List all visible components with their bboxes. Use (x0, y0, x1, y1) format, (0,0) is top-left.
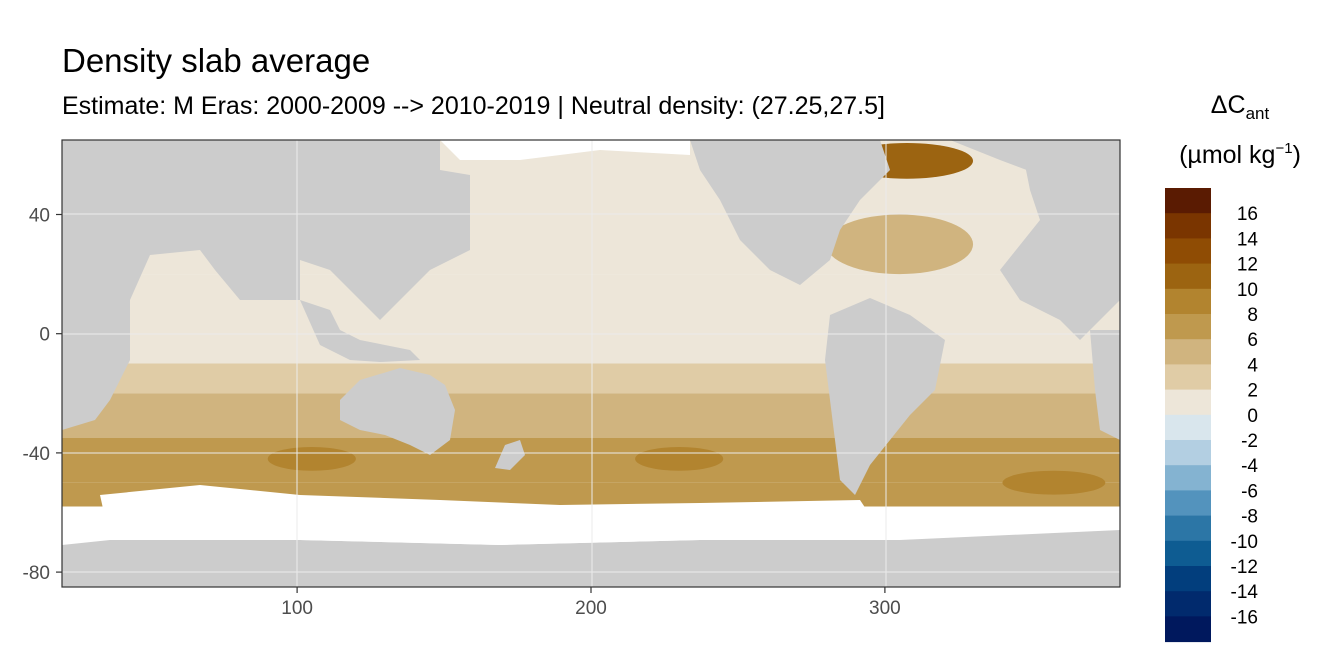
chart-title: Density slab average (62, 42, 371, 79)
x-axis: 100 200 300 (281, 587, 901, 619)
land-indonesia (300, 300, 420, 362)
legend-swatch (1165, 515, 1211, 542)
map-layers (62, 140, 1120, 587)
legend-swatch (1165, 364, 1211, 391)
x-tick-label: 200 (575, 598, 607, 619)
value-band-3 (62, 393, 1120, 438)
legend-label: 10 (1237, 280, 1258, 301)
y-tick-label: -80 (23, 563, 50, 584)
legend-label: 8 (1247, 305, 1258, 326)
legend-title-line-2: (µmol kg−1) (1179, 140, 1301, 169)
legend-swatch (1165, 188, 1211, 214)
land-north-america (690, 140, 890, 285)
legend-swatch (1165, 389, 1211, 416)
land-mask (62, 140, 1120, 587)
value-patch-4 (635, 446, 724, 471)
x-tick-label: 300 (869, 598, 901, 619)
legend-label: -8 (1241, 507, 1258, 528)
value-patch-5 (1002, 470, 1106, 495)
y-tick-label: -40 (23, 444, 50, 465)
no-data-areas (100, 140, 880, 545)
legend: ΔCant (µmol kg−1) 16 14 12 10 8 6 4 2 0 -2 -4 -6 -8 -… (1165, 91, 1301, 643)
legend-swatch (1165, 440, 1211, 466)
land-south-america (825, 298, 945, 495)
x-tick-label: 100 (281, 598, 313, 619)
land-new-zealand (495, 440, 525, 470)
no-data-arctic (440, 140, 690, 160)
legend-label: -14 (1231, 582, 1259, 603)
grid-lines (62, 140, 1120, 587)
legend-label: 2 (1247, 381, 1258, 402)
legend-label: -6 (1241, 481, 1258, 502)
legend-label: -10 (1231, 532, 1258, 553)
land-eurasia (300, 140, 470, 320)
legend-label: 12 (1237, 255, 1258, 276)
legend-swatch (1165, 490, 1211, 517)
legend-label: -2 (1241, 431, 1258, 452)
land-antarctica (62, 530, 1120, 587)
value-patch-3 (267, 446, 356, 471)
legend-swatch (1165, 238, 1211, 265)
legend-label: 6 (1247, 330, 1258, 351)
land-europe-east (1000, 140, 1120, 340)
land-africa (62, 140, 300, 430)
value-band-2 (62, 363, 1120, 394)
chart-subtitle: Estimate: M Eras: 2000-2009 --> 2010-201… (62, 92, 885, 120)
legend-title-line-1: ΔCant (1211, 91, 1270, 123)
legend-label: 0 (1247, 406, 1258, 427)
legend-label: -4 (1241, 456, 1258, 477)
legend-swatch (1165, 591, 1211, 617)
legend-swatch (1165, 566, 1211, 592)
legend-label: 16 (1237, 204, 1258, 225)
legend-swatch (1165, 540, 1211, 567)
legend-swatch (1165, 213, 1211, 239)
map-panel (61, 139, 1121, 588)
legend-label: 14 (1237, 229, 1259, 250)
no-data-southern (100, 485, 880, 545)
legend-swatch (1165, 288, 1211, 315)
y-axis: 40 0 -40 -80 (23, 206, 62, 584)
legend-labels: 16 14 12 10 8 6 4 2 0 -2 -4 -6 -8 -10 -12 -14 -16 (1231, 204, 1259, 628)
legend-label: 4 (1247, 355, 1258, 376)
y-tick-label: 0 (39, 325, 50, 346)
legend-swatch (1165, 616, 1211, 643)
land-australia (340, 368, 455, 455)
value-band-4 (62, 438, 1120, 483)
legend-label: -16 (1231, 607, 1258, 628)
legend-color-bar (1165, 188, 1211, 643)
legend-swatch (1165, 414, 1211, 441)
legend-swatch (1165, 263, 1211, 290)
legend-swatch (1165, 339, 1211, 365)
y-tick-label: 40 (29, 206, 50, 227)
land-africa-east (1090, 330, 1120, 440)
legend-label: -12 (1231, 557, 1258, 578)
legend-swatch (1165, 465, 1211, 491)
value-band-1 (62, 274, 1120, 364)
legend-swatch (1165, 314, 1211, 340)
value-patch-2 (826, 214, 974, 275)
